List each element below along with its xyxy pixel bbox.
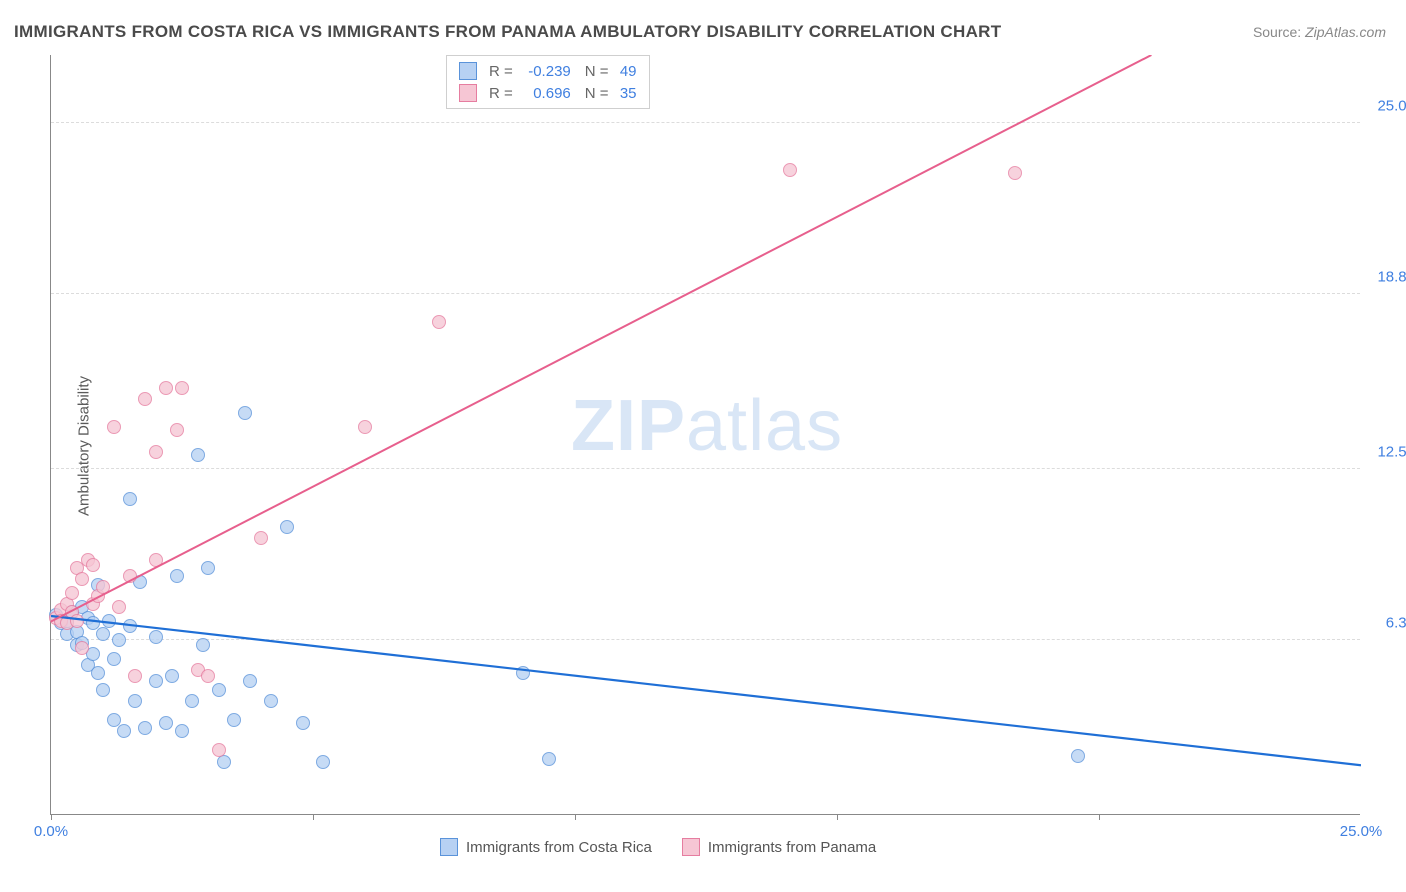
legend-label-a: Immigrants from Costa Rica (466, 839, 652, 856)
data-point (1071, 749, 1085, 763)
source-label: Source: (1253, 24, 1305, 40)
data-point (159, 381, 173, 395)
data-point (128, 694, 142, 708)
data-point (149, 553, 163, 567)
data-point (149, 445, 163, 459)
data-point (96, 683, 110, 697)
correlation-stats-box: R = -0.239 N = 49 R = 0.696 N = 35 (446, 55, 650, 109)
stats-row-a: R = -0.239 N = 49 (447, 60, 649, 82)
gridline (51, 468, 1360, 469)
data-point (201, 561, 215, 575)
legend-swatch-b (682, 838, 700, 856)
gridline (51, 639, 1360, 640)
data-point (117, 724, 131, 738)
data-point (112, 633, 126, 647)
data-point (542, 752, 556, 766)
x-tick-mark (1099, 814, 1100, 820)
data-point (159, 716, 173, 730)
stat-label-n: N = (585, 63, 609, 80)
swatch-series-b (459, 84, 477, 102)
x-tick-label: 0.0% (34, 823, 68, 840)
stat-n-b: 35 (613, 85, 637, 102)
data-point (212, 743, 226, 757)
data-point (264, 694, 278, 708)
stat-label-r: R = (489, 85, 513, 102)
source-credit: Source: ZipAtlas.com (1253, 24, 1386, 40)
x-tick-mark (575, 814, 576, 820)
x-tick-mark (51, 814, 52, 820)
data-point (107, 420, 121, 434)
legend-swatch-a (440, 838, 458, 856)
data-point (86, 558, 100, 572)
watermark-atlas: atlas (686, 386, 843, 466)
source-value: ZipAtlas.com (1305, 24, 1386, 40)
legend-label-b: Immigrants from Panama (708, 839, 876, 856)
data-point (107, 652, 121, 666)
legend-item-b: Immigrants from Panama (682, 838, 876, 856)
data-point (112, 600, 126, 614)
x-tick-mark (837, 814, 838, 820)
stat-n-a: 49 (613, 63, 637, 80)
data-point (316, 755, 330, 769)
data-point (138, 721, 152, 735)
data-point (96, 627, 110, 641)
stat-r-a: -0.239 (517, 63, 571, 80)
data-point (170, 569, 184, 583)
data-point (783, 163, 797, 177)
data-point (432, 315, 446, 329)
data-point (358, 420, 372, 434)
data-point (149, 674, 163, 688)
data-point (138, 392, 152, 406)
data-point (227, 713, 241, 727)
data-point (516, 666, 530, 680)
x-tick-mark (313, 814, 314, 820)
data-point (191, 448, 205, 462)
data-point (102, 614, 116, 628)
data-point (201, 669, 215, 683)
data-point (96, 580, 110, 594)
gridline (51, 122, 1360, 123)
data-point (254, 531, 268, 545)
data-point (123, 492, 137, 506)
watermark: ZIPatlas (571, 385, 843, 467)
data-point (165, 669, 179, 683)
data-point (91, 666, 105, 680)
data-point (170, 423, 184, 437)
y-tick-label: 25.0% (1377, 98, 1406, 115)
data-point (238, 406, 252, 420)
data-point (123, 569, 137, 583)
scatter-plot: ZIPatlas R = -0.239 N = 49 R = 0.696 N =… (50, 55, 1360, 815)
y-tick-label: 18.8% (1377, 269, 1406, 286)
watermark-zip: ZIP (571, 386, 686, 466)
swatch-series-a (459, 62, 477, 80)
legend-item-a: Immigrants from Costa Rica (440, 838, 652, 856)
stat-label-n: N = (585, 85, 609, 102)
chart-title: IMMIGRANTS FROM COSTA RICA VS IMMIGRANTS… (14, 22, 1001, 42)
data-point (128, 669, 142, 683)
data-point (123, 619, 137, 633)
data-point (75, 572, 89, 586)
data-point (243, 674, 257, 688)
data-point (75, 641, 89, 655)
data-point (185, 694, 199, 708)
data-point (280, 520, 294, 534)
legend: Immigrants from Costa Rica Immigrants fr… (440, 838, 876, 856)
y-tick-label: 12.5% (1377, 443, 1406, 460)
data-point (296, 716, 310, 730)
data-point (175, 381, 189, 395)
data-point (1008, 166, 1022, 180)
stat-r-b: 0.696 (517, 85, 571, 102)
gridline (51, 293, 1360, 294)
data-point (212, 683, 226, 697)
data-point (196, 638, 210, 652)
stat-label-r: R = (489, 63, 513, 80)
data-point (175, 724, 189, 738)
x-tick-label: 25.0% (1340, 823, 1383, 840)
data-point (70, 614, 84, 628)
y-tick-label: 6.3% (1386, 614, 1406, 631)
stats-row-b: R = 0.696 N = 35 (447, 82, 649, 104)
data-point (65, 586, 79, 600)
data-point (149, 630, 163, 644)
